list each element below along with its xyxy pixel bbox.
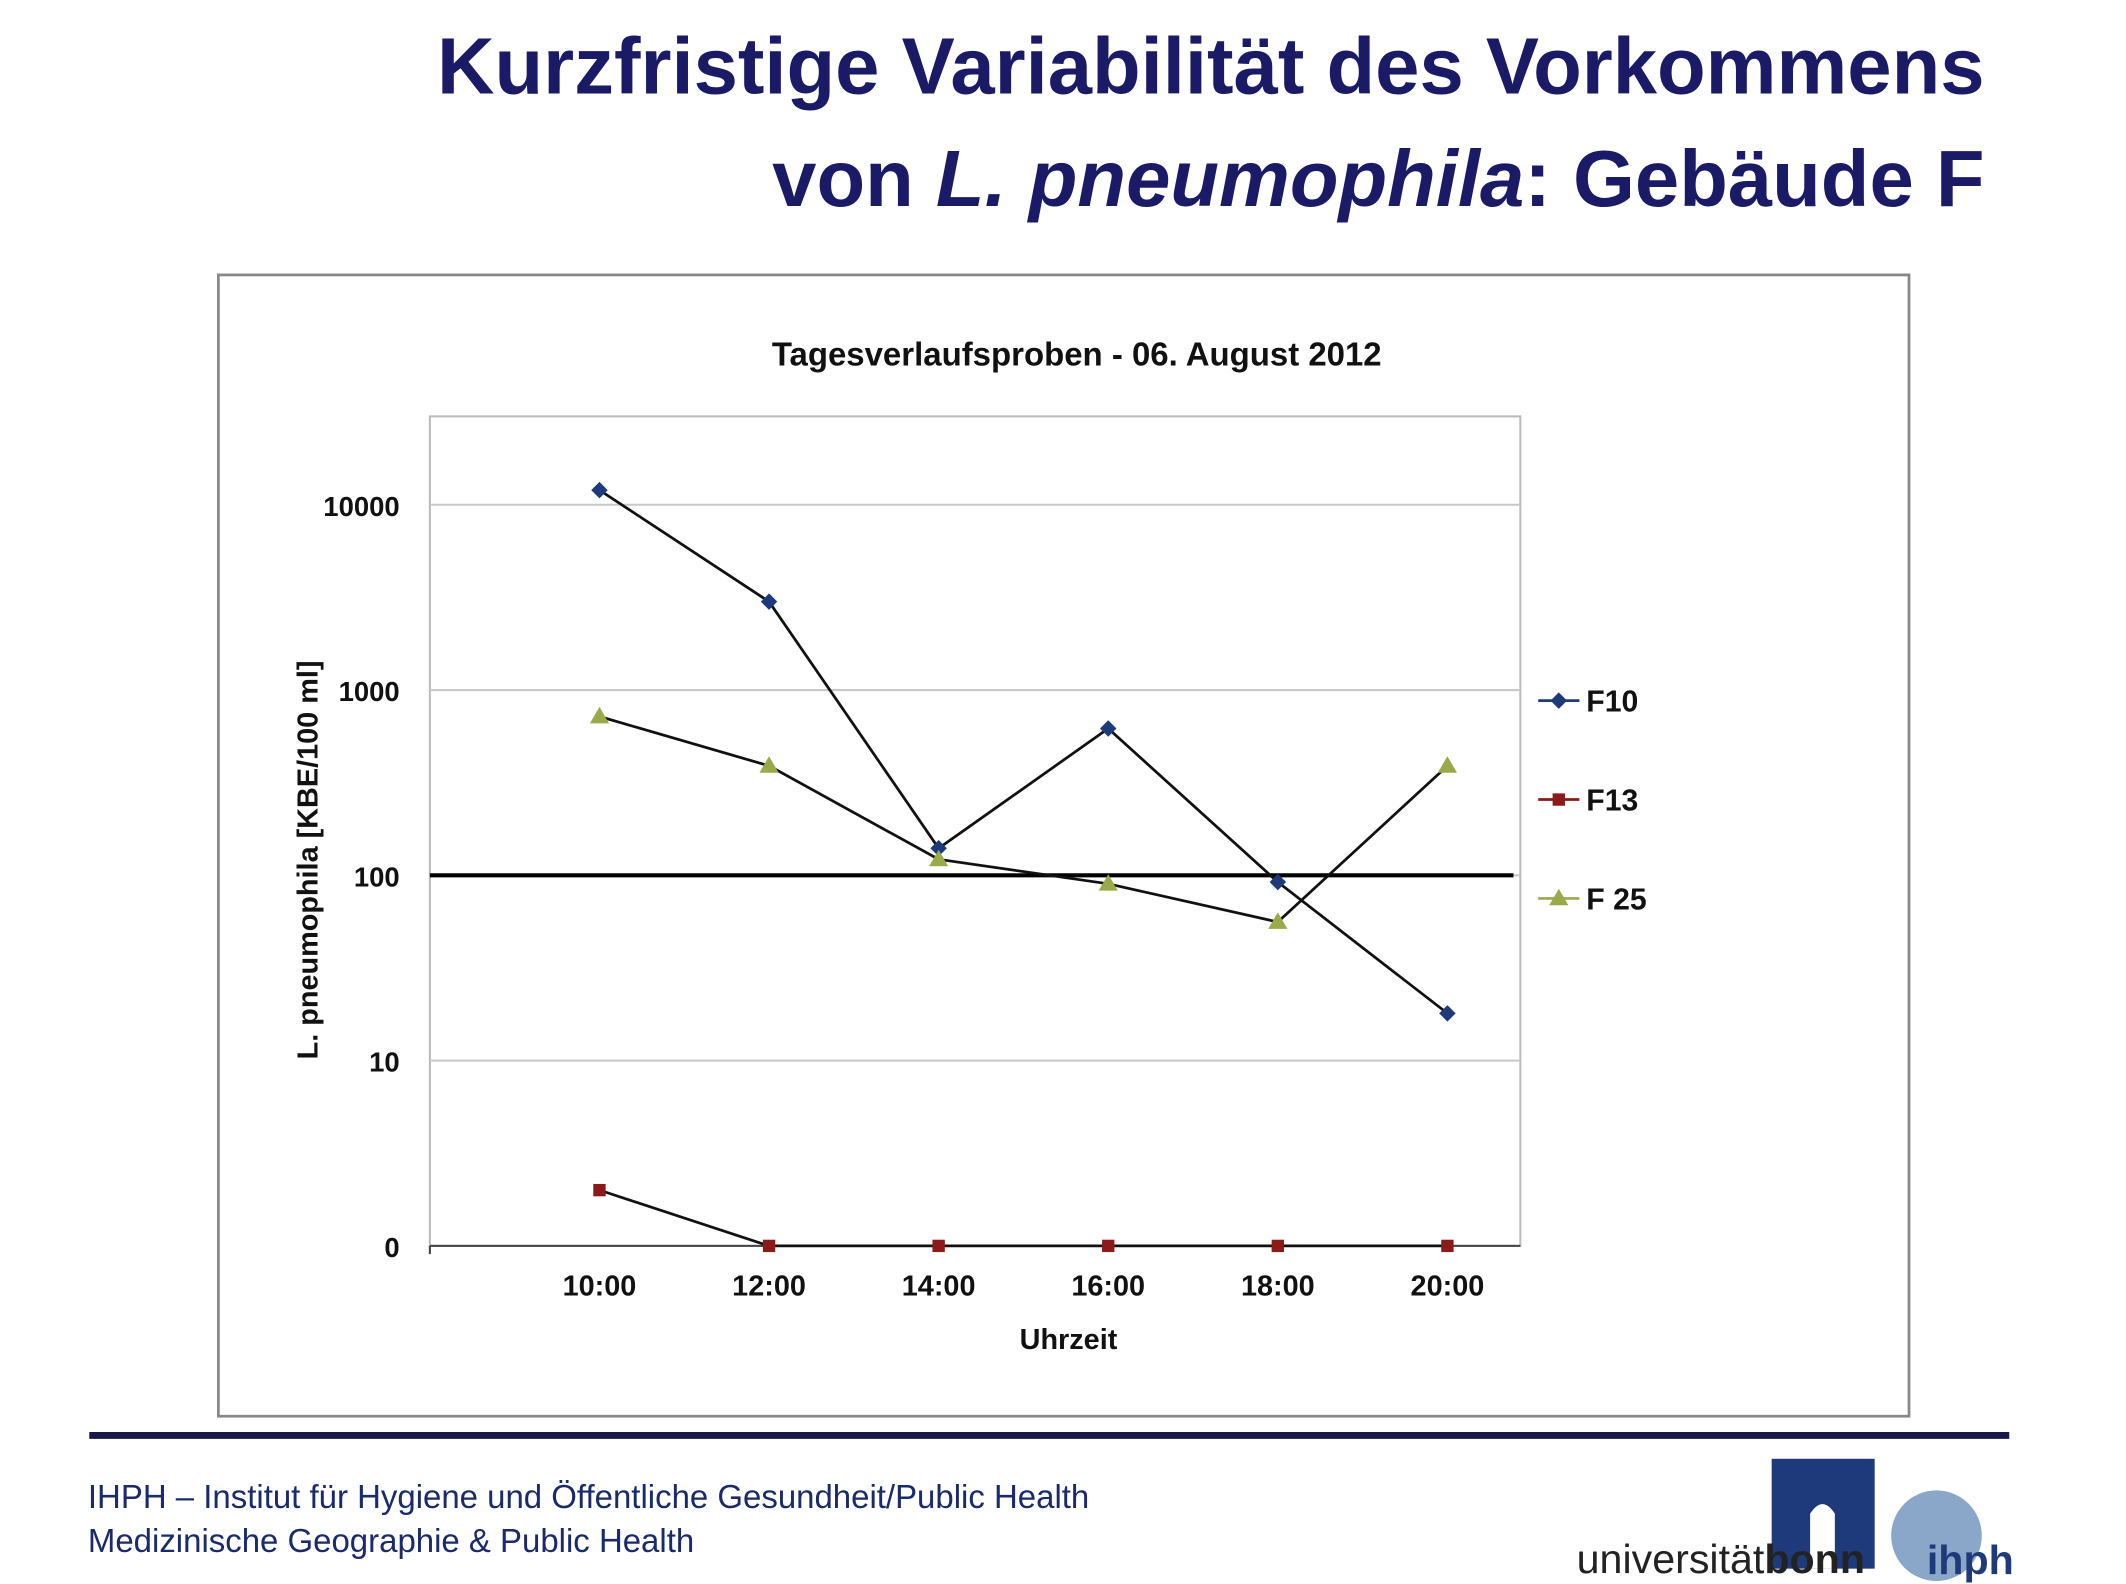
y-tick-label: 1000 [339, 676, 400, 707]
series-line [598, 488, 1449, 1015]
x-tick-label: 20:00 [1411, 1270, 1485, 1302]
legend-label: F13 [1586, 785, 1638, 818]
x-tick-label: 12:00 [732, 1270, 806, 1302]
marker [930, 840, 947, 857]
marker [759, 756, 779, 773]
y-tick-label: 10 [369, 1047, 400, 1078]
series-line [599, 715, 1449, 924]
slide-title: Kurzfristige Variabilität des Vorkommens [437, 22, 1985, 111]
logo-part: bonn [1764, 1536, 1865, 1582]
plot: 0 10 100 1000 10000 10:00 12:00 14:00 16:00 18:00… [323, 481, 1647, 1302]
logo-text: universitätbonn [1577, 1536, 1865, 1582]
y-axis-label: L. pneumophila [KBE/100 ml] [292, 661, 324, 1060]
footer-text: Medizinische Geographie & Public Health [88, 1522, 694, 1559]
marker [1441, 1239, 1454, 1253]
title-part: : Gebäude F [1524, 134, 1984, 223]
x-tick-label: 18:00 [1241, 1270, 1315, 1302]
logo-part: universität [1577, 1536, 1765, 1582]
title-part: von [772, 134, 936, 223]
marker [1437, 756, 1458, 773]
marker [1268, 912, 1288, 929]
x-tick-label: 16:00 [1071, 1270, 1145, 1302]
logo-globe [1891, 1490, 1982, 1582]
marker [589, 706, 610, 724]
marker [593, 1183, 606, 1197]
series-line [599, 1188, 1448, 1248]
chart-frame [216, 273, 1911, 1418]
marker [1102, 1239, 1115, 1253]
footer-text: IHPH – Institut für Hygiene und Öffentli… [88, 1478, 1089, 1515]
marker [762, 1239, 776, 1253]
marker [1098, 874, 1118, 891]
logo-text: ihph [1927, 1537, 2014, 1583]
chart-title: Tagesverlaufsproben - 06. August 2012 [772, 336, 1382, 373]
legend-marker [1550, 692, 1568, 709]
slide-title: von L. pneumophila: Gebäude F [772, 134, 1984, 223]
x-tick-label: 10:00 [563, 1270, 637, 1302]
y-tick-label: 10000 [323, 491, 399, 522]
logo-tower [1810, 1504, 1835, 1569]
marker [1271, 1239, 1285, 1253]
legend-label: F10 [1586, 686, 1638, 719]
x-axis-label: Uhrzeit [1020, 1324, 1118, 1356]
y-tick-label: 100 [354, 861, 400, 892]
title-part: L. pneumophila [936, 134, 1524, 223]
y-tick-label: 0 [384, 1232, 399, 1263]
legend-label: F 25 [1586, 883, 1646, 916]
legend-marker [1549, 888, 1569, 906]
legend-marker [1552, 793, 1565, 806]
marker [929, 849, 949, 867]
marker [1099, 720, 1117, 737]
marker [1439, 1005, 1456, 1022]
x-tick-label: 14:00 [902, 1270, 976, 1302]
marker [932, 1239, 945, 1253]
